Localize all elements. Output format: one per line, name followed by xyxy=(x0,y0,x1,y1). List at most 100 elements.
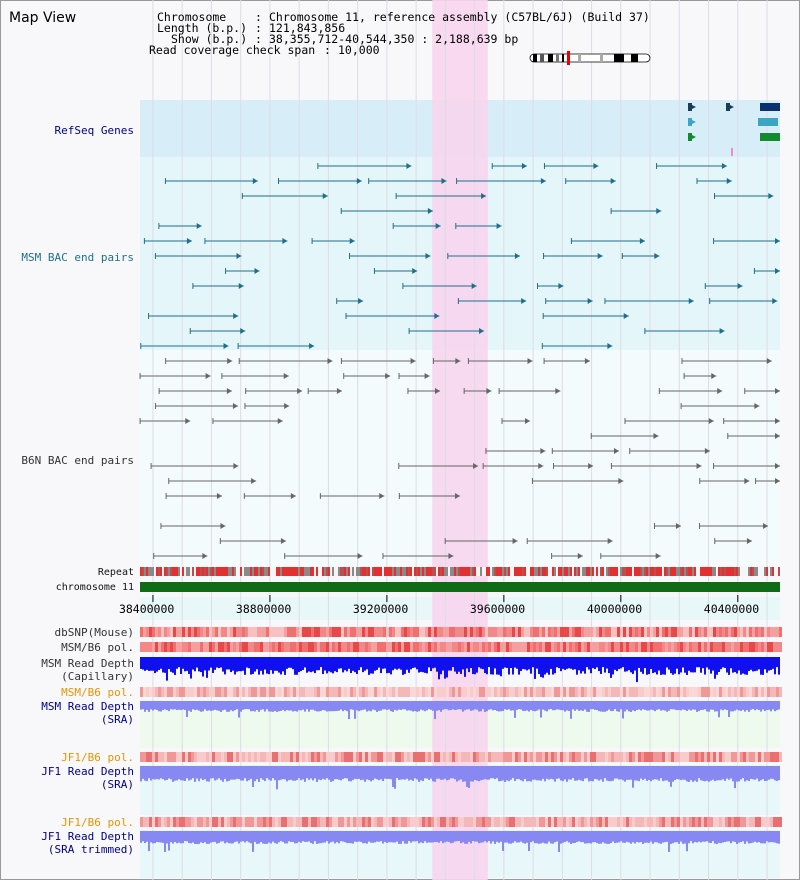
jf1-trim-depth xyxy=(338,831,340,844)
repeat-seg xyxy=(166,567,168,576)
jf1-sra-depth xyxy=(330,766,332,782)
msm-pol2-seg xyxy=(320,687,323,697)
msm-cap-depth xyxy=(516,657,518,669)
jf1-sra-depth xyxy=(318,766,320,780)
repeat-seg xyxy=(478,567,480,576)
repeat-seg xyxy=(252,567,254,576)
dbsnp-seg xyxy=(185,627,188,637)
ideogram-band xyxy=(614,54,624,62)
repeat-seg xyxy=(194,567,196,576)
msm-pol-seg xyxy=(464,642,467,652)
msm-sra-depth xyxy=(750,701,752,710)
repeat-seg xyxy=(532,567,534,576)
msm-sra-depth xyxy=(584,701,586,710)
repeat-seg xyxy=(386,567,388,576)
jf1-pol-seg xyxy=(404,752,407,762)
jf1-pol2-seg xyxy=(710,817,713,827)
jf1-pol-seg xyxy=(380,752,383,762)
jf1-pol2-seg xyxy=(173,817,176,827)
msm-cap-depth xyxy=(288,657,290,668)
repeat-seg xyxy=(610,567,612,576)
jf1-pol2-seg xyxy=(164,817,167,827)
msm-cap-depth xyxy=(602,657,604,668)
jf1-trim-depth xyxy=(520,831,522,842)
msm-sra-depth xyxy=(470,701,472,711)
b6n-bac-pair-arrow xyxy=(216,493,222,499)
track-label-msm-b6-pol-2[interactable]: MSM/B6 pol. xyxy=(61,686,134,699)
msm-pol-seg xyxy=(653,642,656,652)
msm-sra-depth xyxy=(326,701,328,712)
jf1-pol-seg xyxy=(731,752,734,762)
msm-sra-depth xyxy=(142,701,144,710)
jf1-trim-depth xyxy=(722,831,724,843)
msm-pol2-seg xyxy=(371,687,374,697)
jf1-sra-depth xyxy=(274,766,276,781)
msm-cap-depth xyxy=(686,657,688,675)
msm-sra-depth xyxy=(692,701,694,710)
repeat-seg xyxy=(744,567,746,576)
repeat-seg xyxy=(152,567,154,576)
jf1-pol2-seg xyxy=(233,817,236,827)
msm-sra-depth xyxy=(342,701,344,712)
msm-cap-depth xyxy=(356,657,358,674)
jf1-pol2-seg xyxy=(683,817,686,827)
jf1-sra-depth xyxy=(338,766,340,780)
jf1-pol-seg xyxy=(635,752,638,762)
msm-bac-pair-arrow xyxy=(406,163,412,169)
msm-pol-seg xyxy=(323,642,326,652)
msm-sra-depth xyxy=(560,701,562,711)
track-label-refseq[interactable]: RefSeq Genes xyxy=(54,124,134,137)
b6n-bac-pair-arrow xyxy=(775,418,780,424)
jf1-trim-depth xyxy=(562,831,564,843)
msm-cap-depth xyxy=(160,657,162,669)
jf1-pol2-seg xyxy=(191,817,194,827)
dbsnp-seg xyxy=(614,627,617,637)
msm-pol-seg xyxy=(458,642,461,652)
repeat-seg xyxy=(384,567,386,576)
jf1-sra-depth xyxy=(408,766,410,781)
track-label-msm-depth-sra[interactable]: MSM Read Depth (SRA) xyxy=(41,700,134,726)
jf1-sra-depth xyxy=(546,766,548,779)
jf1-pol-seg xyxy=(155,752,158,762)
msm-pol2-seg xyxy=(569,687,572,697)
jf1-trim-depth xyxy=(406,831,408,844)
jf1-pol-seg xyxy=(575,752,578,762)
msm-pol-seg xyxy=(590,642,593,652)
jf1-trim-depth xyxy=(522,831,524,843)
jf1-trim-depth xyxy=(196,831,198,844)
track-label-msm-bac[interactable]: MSM BAC end pairs xyxy=(21,251,134,264)
jf1-pol2-seg xyxy=(773,817,776,827)
msm-pol-seg xyxy=(674,642,677,652)
msm-sra-depth xyxy=(304,701,306,712)
jf1-pol2-seg xyxy=(518,817,521,827)
repeat-seg xyxy=(616,567,618,576)
repeat-seg xyxy=(378,567,380,576)
jf1-pol2-seg xyxy=(626,817,629,827)
track-label-b6n-bac[interactable]: B6N BAC end pairs xyxy=(21,454,134,467)
jf1-trim-depth xyxy=(152,831,154,844)
jf1-trim-depth xyxy=(344,831,346,843)
jf1-sra-depth xyxy=(398,766,400,780)
msm-sra-depth xyxy=(182,701,184,710)
jf1-trim-depth xyxy=(702,831,704,842)
track-label-jf1-b6-pol[interactable]: JF1/B6 pol. xyxy=(61,751,134,764)
jf1-pol2-seg xyxy=(227,817,230,827)
jf1-pol2-seg xyxy=(254,817,257,827)
repeat-seg xyxy=(356,567,358,576)
repeat-seg xyxy=(516,567,518,576)
track-label-msm-b6-pol[interactable]: MSM/B6 pol. xyxy=(61,641,134,654)
jf1-trim-depth xyxy=(480,831,482,843)
jf1-pol-seg xyxy=(248,752,251,762)
msm-cap-depth xyxy=(494,657,496,669)
track-label-msm-depth-cap[interactable]: MSM Read Depth (Capillary) xyxy=(41,657,134,683)
msm-pol-seg xyxy=(728,642,731,652)
track-label-jf1-depth-sra[interactable]: JF1 Read Depth (SRA) xyxy=(41,765,134,791)
track-label-dbsnp[interactable]: dbSNP(Mouse) xyxy=(54,626,134,639)
track-label-jf1-b6-pol-2[interactable]: JF1/B6 pol. xyxy=(61,816,134,829)
repeat-seg xyxy=(188,567,190,576)
msm-pol-seg xyxy=(455,642,458,652)
repeat-seg xyxy=(246,567,248,576)
track-label-jf1-depth-trim[interactable]: JF1 Read Depth (SRA trimmed) xyxy=(41,830,134,856)
msm-sra-depth xyxy=(392,701,394,712)
